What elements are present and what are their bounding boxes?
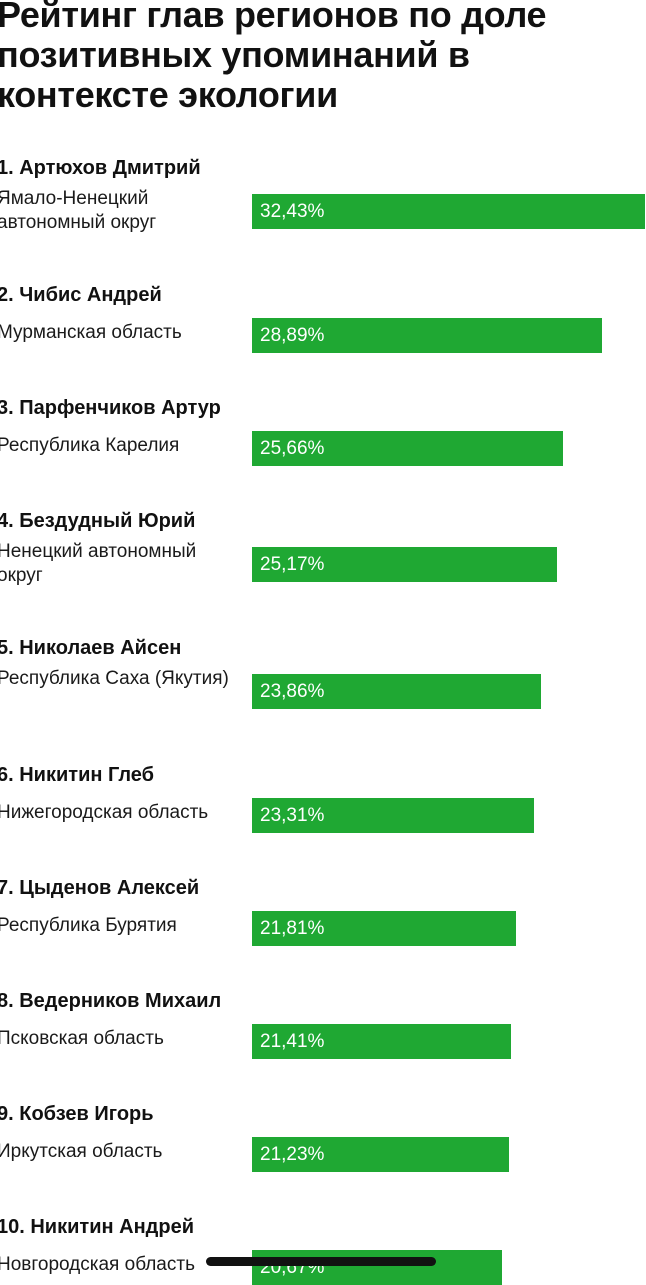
bar-value-label: 23,31%: [260, 805, 325, 826]
bar-value-label: 21,81%: [260, 918, 325, 939]
region-label: Новгородская область: [0, 1254, 195, 1275]
governor-name: 3. Парфенчиков Артур: [0, 397, 221, 419]
bar: 20,67%: [252, 1250, 502, 1285]
bar: 25,66%: [252, 431, 563, 466]
region-label: Республика Саха (Якутия): [0, 668, 229, 689]
home-indicator[interactable]: [206, 1257, 436, 1266]
bar-value-label: 21,41%: [260, 1031, 325, 1052]
governor-name: 2. Чибис Андрей: [0, 284, 162, 306]
region-label: Республика Карелия: [0, 435, 180, 456]
bar-value-label: 32,43%: [260, 201, 325, 222]
governor-name: 7. Цыденов Алексей: [0, 877, 200, 899]
bar: 25,17%: [252, 547, 557, 582]
bar-value-label: 23,86%: [260, 681, 325, 702]
region-label: Ямало-Ненецкий автономный округ: [0, 188, 157, 233]
region-label: Нижегородская область: [0, 802, 209, 823]
chart-title: Рейтинг глав регионов по доле позитивных…: [0, 0, 547, 115]
bar: 21,41%: [252, 1024, 511, 1059]
region-label: Ненецкий автономный округ: [0, 541, 197, 586]
governor-name: 10. Никитин Андрей: [0, 1216, 194, 1238]
governor-name: 4. Бездудный Юрий: [0, 510, 196, 532]
bar: 23,86%: [252, 674, 541, 709]
region-label: Республика Бурятия: [0, 915, 177, 936]
governor-name: 5. Николаев Айсен: [0, 637, 182, 659]
bar-value-label: 25,17%: [260, 554, 325, 575]
bar: 21,23%: [252, 1137, 509, 1172]
region-label: Иркутская область: [0, 1141, 163, 1162]
governor-name: 8. Ведерников Михаил: [0, 990, 222, 1012]
region-label: Мурманская область: [0, 322, 182, 343]
governor-name: 6. Никитин Глеб: [0, 764, 155, 786]
bar-value-label: 28,89%: [260, 325, 325, 346]
governor-name: 9. Кобзев Игорь: [0, 1103, 154, 1125]
bar-value-label: 25,66%: [260, 438, 325, 459]
bar: 21,81%: [252, 911, 516, 946]
bar: 28,89%: [252, 318, 602, 353]
region-label: Псковская область: [0, 1028, 164, 1049]
bar: 23,31%: [252, 798, 534, 833]
bar: 32,43%: [252, 194, 645, 229]
bar-value-label: 21,23%: [260, 1144, 325, 1165]
governor-name: 1. Артюхов Дмитрий: [0, 157, 201, 179]
